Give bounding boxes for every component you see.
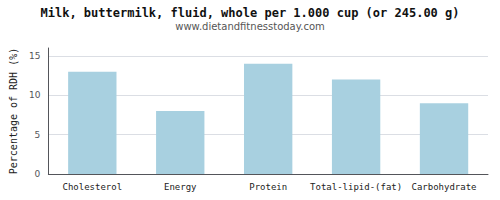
svg-text:Total-lipid-(fat): Total-lipid-(fat): [310, 182, 402, 192]
svg-text:Carbohydrate: Carbohydrate: [412, 182, 477, 192]
svg-text:0: 0: [35, 169, 41, 179]
svg-text:10: 10: [29, 90, 41, 100]
svg-text:www.dietandfitnesstoday.com: www.dietandfitnesstoday.com: [175, 21, 324, 32]
svg-text:Energy: Energy: [164, 182, 197, 192]
svg-text:Percentage of RDH (%): Percentage of RDH (%): [8, 48, 19, 174]
svg-text:Milk, buttermilk, fluid, whole: Milk, buttermilk, fluid, whole per 1.000…: [40, 6, 459, 20]
svg-text:Cholesterol: Cholesterol: [63, 182, 123, 192]
svg-text:Protein: Protein: [249, 182, 287, 192]
svg-text:5: 5: [35, 130, 41, 140]
svg-text:15: 15: [29, 51, 40, 61]
